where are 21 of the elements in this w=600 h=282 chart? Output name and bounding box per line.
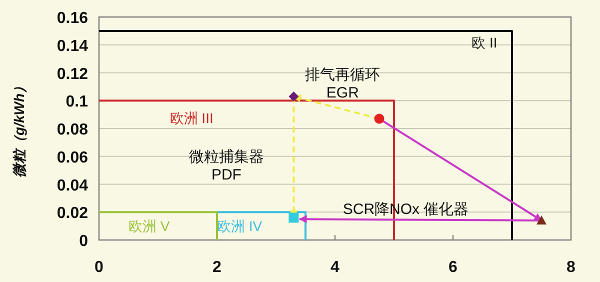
x-tick-label: 0 <box>94 259 104 276</box>
x-tick-label: 2 <box>212 259 222 276</box>
y-tick-label: 0.02 <box>56 205 88 222</box>
x-tick-label: 6 <box>448 259 458 276</box>
y-tick-label: 0.06 <box>56 149 88 166</box>
y-tick-label: 0.08 <box>56 122 88 138</box>
y-tick-label: 0.16 <box>56 10 88 27</box>
y-tick-label: 0.12 <box>56 66 88 83</box>
annotation: 排气再循环 EGR <box>305 66 380 102</box>
series-label: 欧 II <box>472 34 498 51</box>
y-tick-label: 0.1 <box>66 94 88 111</box>
series-label: 欧洲 III <box>170 110 214 126</box>
y-tick-label: 0 <box>79 233 88 250</box>
y-tick-label: 0.14 <box>56 38 88 55</box>
y-tick-label: 0.04 <box>56 177 88 194</box>
series-label: 欧洲 IV <box>217 218 263 234</box>
y-axis-title: 微粒（g/kWh） <box>11 80 27 178</box>
annotation: 微粒捕集器 PDF <box>188 148 264 184</box>
x-tick-label: 4 <box>330 259 340 276</box>
series-label: 欧洲 V <box>128 218 170 234</box>
x-tick-label: 8 <box>566 259 576 276</box>
